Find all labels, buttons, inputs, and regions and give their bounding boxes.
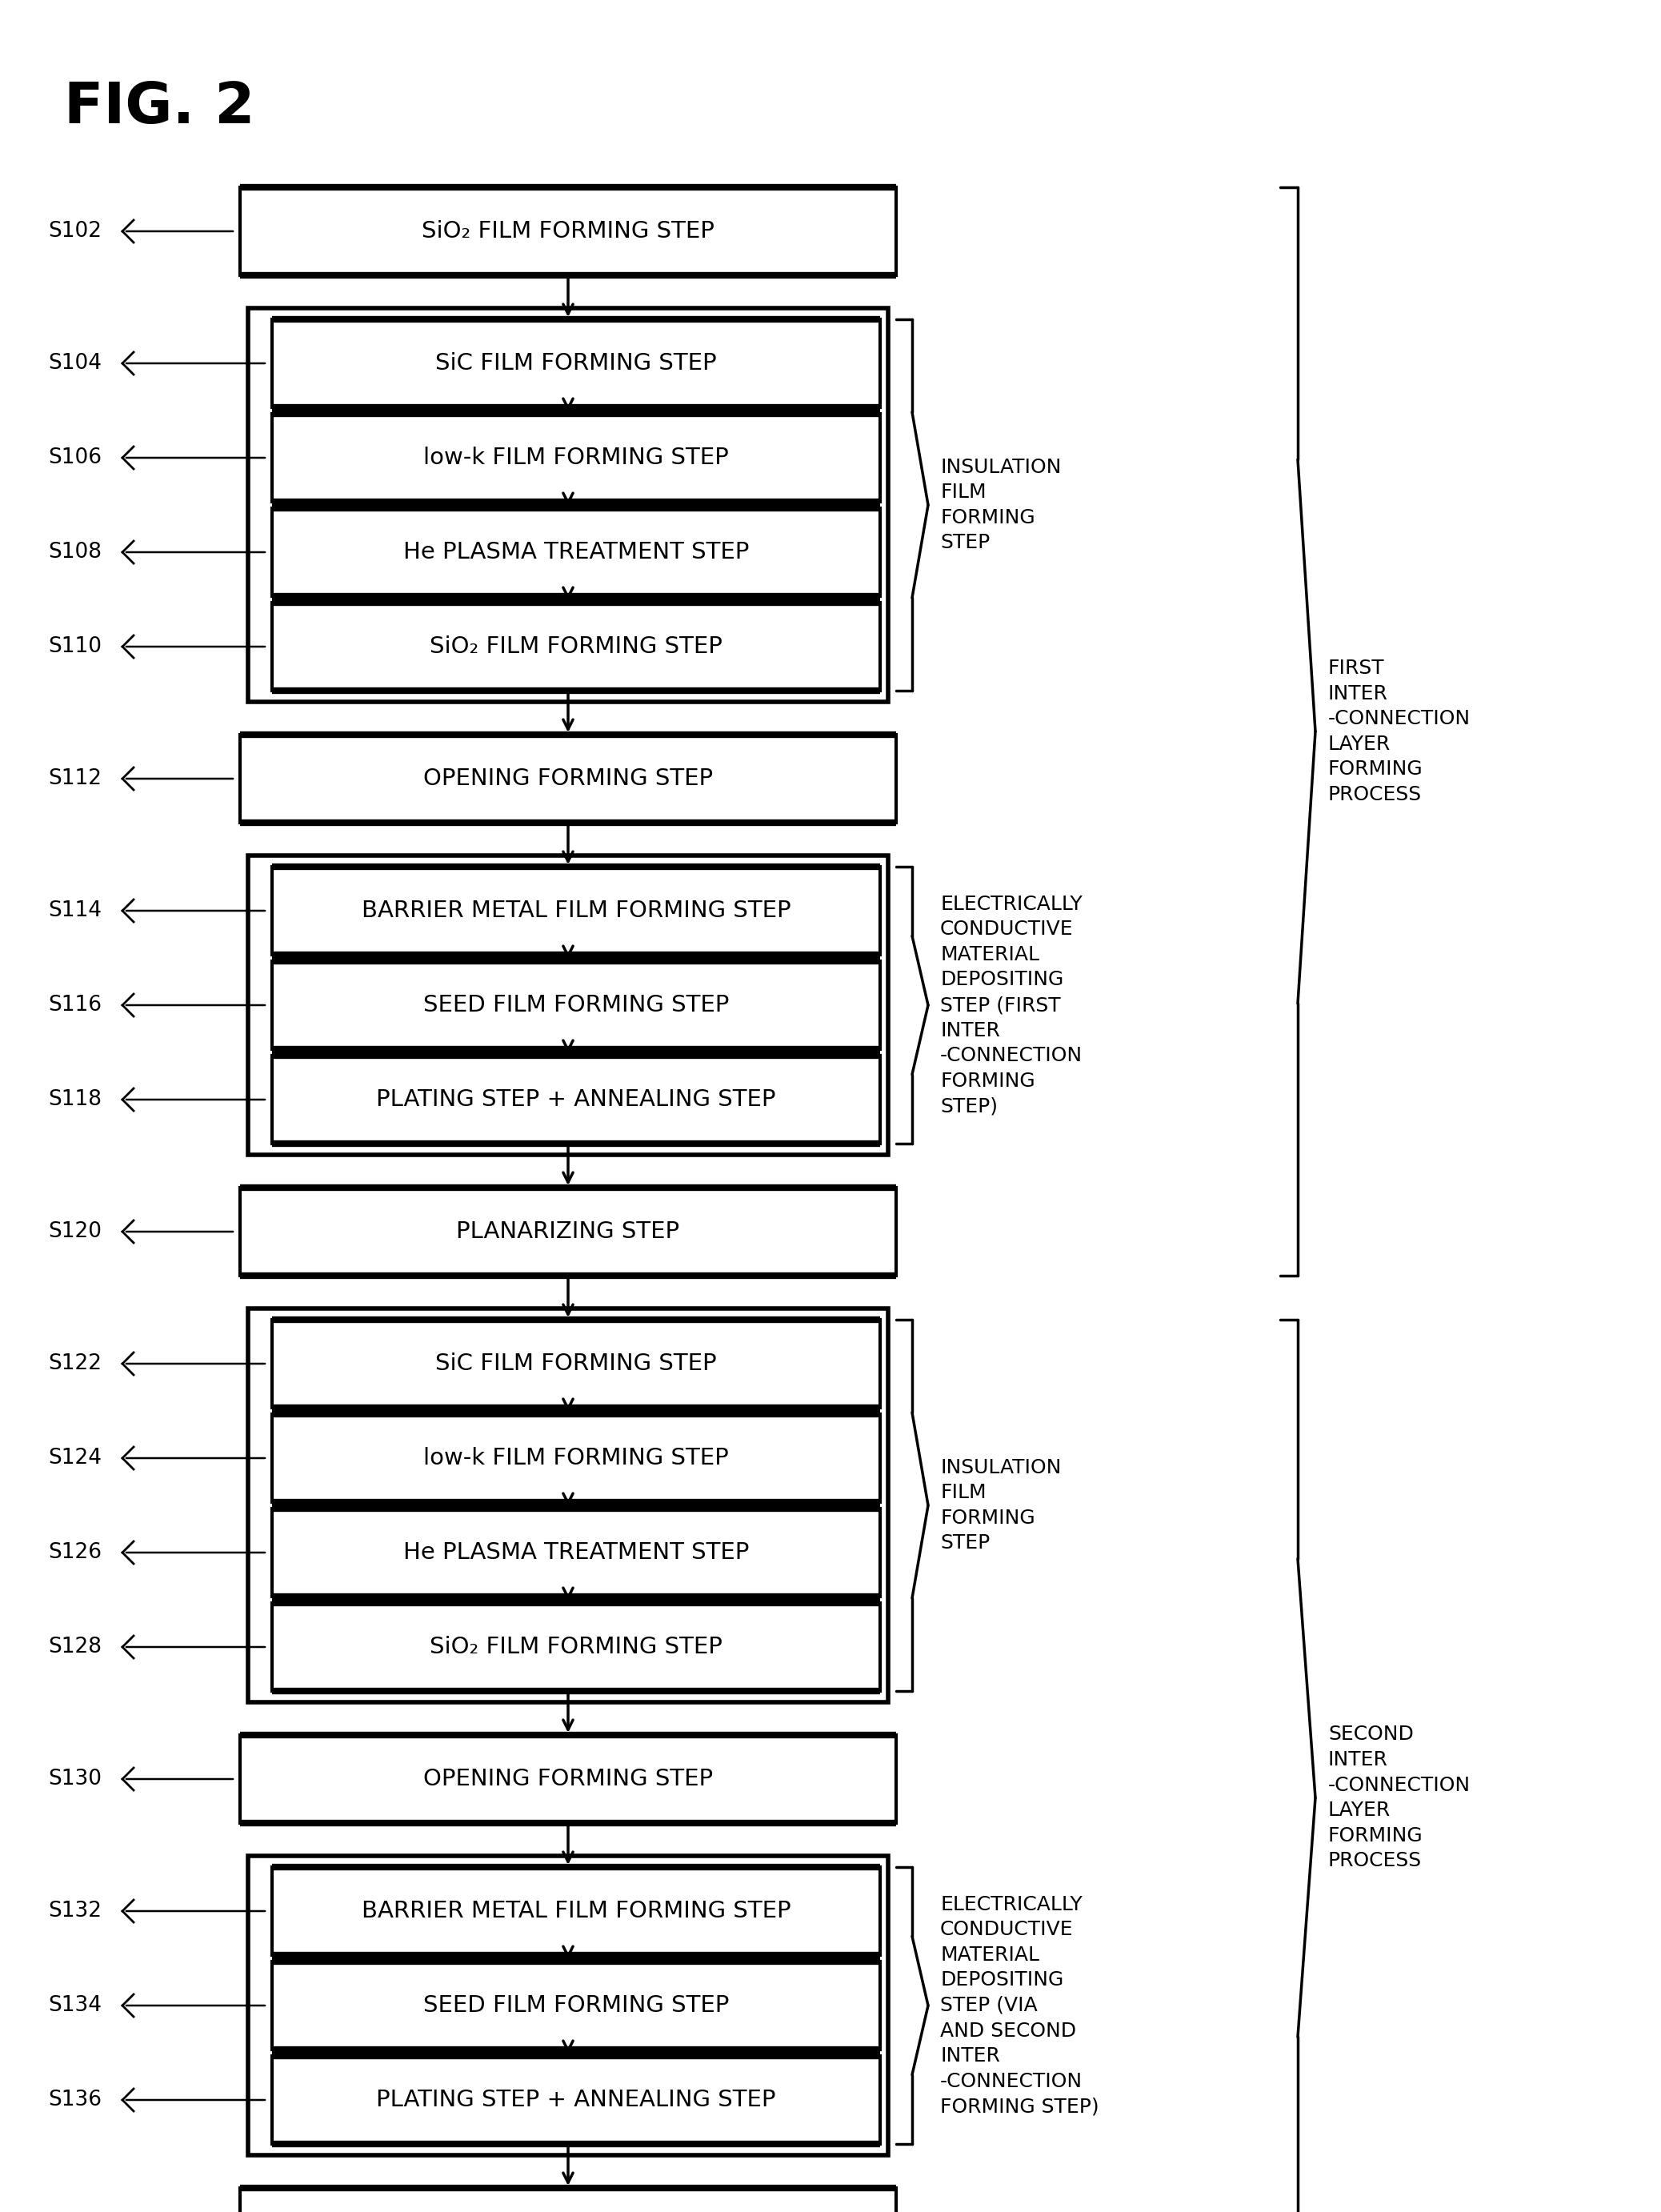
Text: S122: S122	[48, 1354, 101, 1374]
Bar	[272, 1055, 880, 1144]
Bar	[272, 1604, 880, 1690]
Text: low-k FILM FORMING STEP: low-k FILM FORMING STEP	[424, 1447, 729, 1469]
Bar	[241, 1734, 895, 1823]
Text: SiC FILM FORMING STEP: SiC FILM FORMING STEP	[435, 1352, 718, 1376]
Bar	[272, 2055, 880, 2143]
Text: S130: S130	[48, 1770, 101, 1790]
Bar	[241, 1188, 895, 1276]
Bar	[272, 602, 880, 690]
Text: S132: S132	[48, 1900, 101, 1922]
Bar	[272, 1867, 880, 1955]
Text: S104: S104	[48, 354, 101, 374]
Bar	[247, 856, 889, 1155]
Text: ELECTRICALLY
CONDUCTIVE
MATERIAL
DEPOSITING
STEP (VIA
AND SECOND
INTER
-CONNECTI: ELECTRICALLY CONDUCTIVE MATERIAL DEPOSIT…	[940, 1896, 1100, 2117]
Text: S102: S102	[48, 221, 101, 241]
Text: SiO₂ FILM FORMING STEP: SiO₂ FILM FORMING STEP	[422, 219, 714, 243]
Bar	[272, 1413, 880, 1502]
Text: FIG. 2: FIG. 2	[65, 80, 254, 135]
Text: INSULATION
FILM
FORMING
STEP: INSULATION FILM FORMING STEP	[940, 1458, 1061, 1553]
Text: low-k FILM FORMING STEP: low-k FILM FORMING STEP	[424, 447, 729, 469]
Bar	[272, 414, 880, 502]
Text: SEED FILM FORMING STEP: SEED FILM FORMING STEP	[424, 1995, 729, 2017]
Text: S126: S126	[48, 1542, 101, 1564]
Bar	[272, 962, 880, 1048]
Text: BARRIER METAL FILM FORMING STEP: BARRIER METAL FILM FORMING STEP	[362, 900, 791, 922]
Text: S136: S136	[48, 2090, 101, 2110]
Text: SECOND
INTER
-CONNECTION
LAYER
FORMING
PROCESS: SECOND INTER -CONNECTION LAYER FORMING P…	[1329, 1725, 1470, 1871]
Text: SiC FILM FORMING STEP: SiC FILM FORMING STEP	[435, 352, 718, 374]
Bar	[272, 319, 880, 407]
Text: PLATING STEP + ANNEALING STEP: PLATING STEP + ANNEALING STEP	[377, 2088, 776, 2110]
Text: SEED FILM FORMING STEP: SEED FILM FORMING STEP	[424, 993, 729, 1015]
Text: He PLASMA TREATMENT STEP: He PLASMA TREATMENT STEP	[404, 1542, 749, 1564]
Bar	[272, 509, 880, 597]
Text: S124: S124	[48, 1447, 101, 1469]
Text: OPENING FORMING STEP: OPENING FORMING STEP	[424, 1767, 713, 1790]
Bar	[241, 188, 895, 274]
Bar	[247, 1856, 889, 2154]
Text: OPENING FORMING STEP: OPENING FORMING STEP	[424, 768, 713, 790]
Text: ELECTRICALLY
CONDUCTIVE
MATERIAL
DEPOSITING
STEP (FIRST
INTER
-CONNECTION
FORMIN: ELECTRICALLY CONDUCTIVE MATERIAL DEPOSIT…	[940, 894, 1083, 1115]
Text: S120: S120	[48, 1221, 101, 1243]
Bar	[241, 2188, 895, 2212]
Bar	[247, 307, 889, 701]
Text: S116: S116	[48, 995, 101, 1015]
Text: PLANARIZING STEP: PLANARIZING STEP	[457, 1221, 679, 1243]
Bar	[272, 867, 880, 956]
Text: S112: S112	[48, 768, 101, 790]
Text: FIRST
INTER
-CONNECTION
LAYER
FORMING
PROCESS: FIRST INTER -CONNECTION LAYER FORMING PR…	[1329, 659, 1470, 805]
Bar	[272, 1509, 880, 1597]
Text: PLATING STEP + ANNEALING STEP: PLATING STEP + ANNEALING STEP	[377, 1088, 776, 1110]
Text: S108: S108	[48, 542, 101, 562]
Text: S128: S128	[48, 1637, 101, 1657]
Bar	[241, 734, 895, 823]
Text: INSULATION
FILM
FORMING
STEP: INSULATION FILM FORMING STEP	[940, 458, 1061, 553]
Text: BARRIER METAL FILM FORMING STEP: BARRIER METAL FILM FORMING STEP	[362, 1900, 791, 1922]
Text: S114: S114	[48, 900, 101, 920]
Bar	[247, 1310, 889, 1703]
Text: S134: S134	[48, 1995, 101, 2015]
Text: S118: S118	[48, 1088, 101, 1110]
Text: SiO₂ FILM FORMING STEP: SiO₂ FILM FORMING STEP	[430, 635, 723, 657]
Bar	[272, 1321, 880, 1407]
Bar	[272, 1962, 880, 2051]
Text: S106: S106	[48, 447, 101, 469]
Text: S110: S110	[48, 637, 101, 657]
Text: SiO₂ FILM FORMING STEP: SiO₂ FILM FORMING STEP	[430, 1637, 723, 1659]
Text: He PLASMA TREATMENT STEP: He PLASMA TREATMENT STEP	[404, 542, 749, 564]
